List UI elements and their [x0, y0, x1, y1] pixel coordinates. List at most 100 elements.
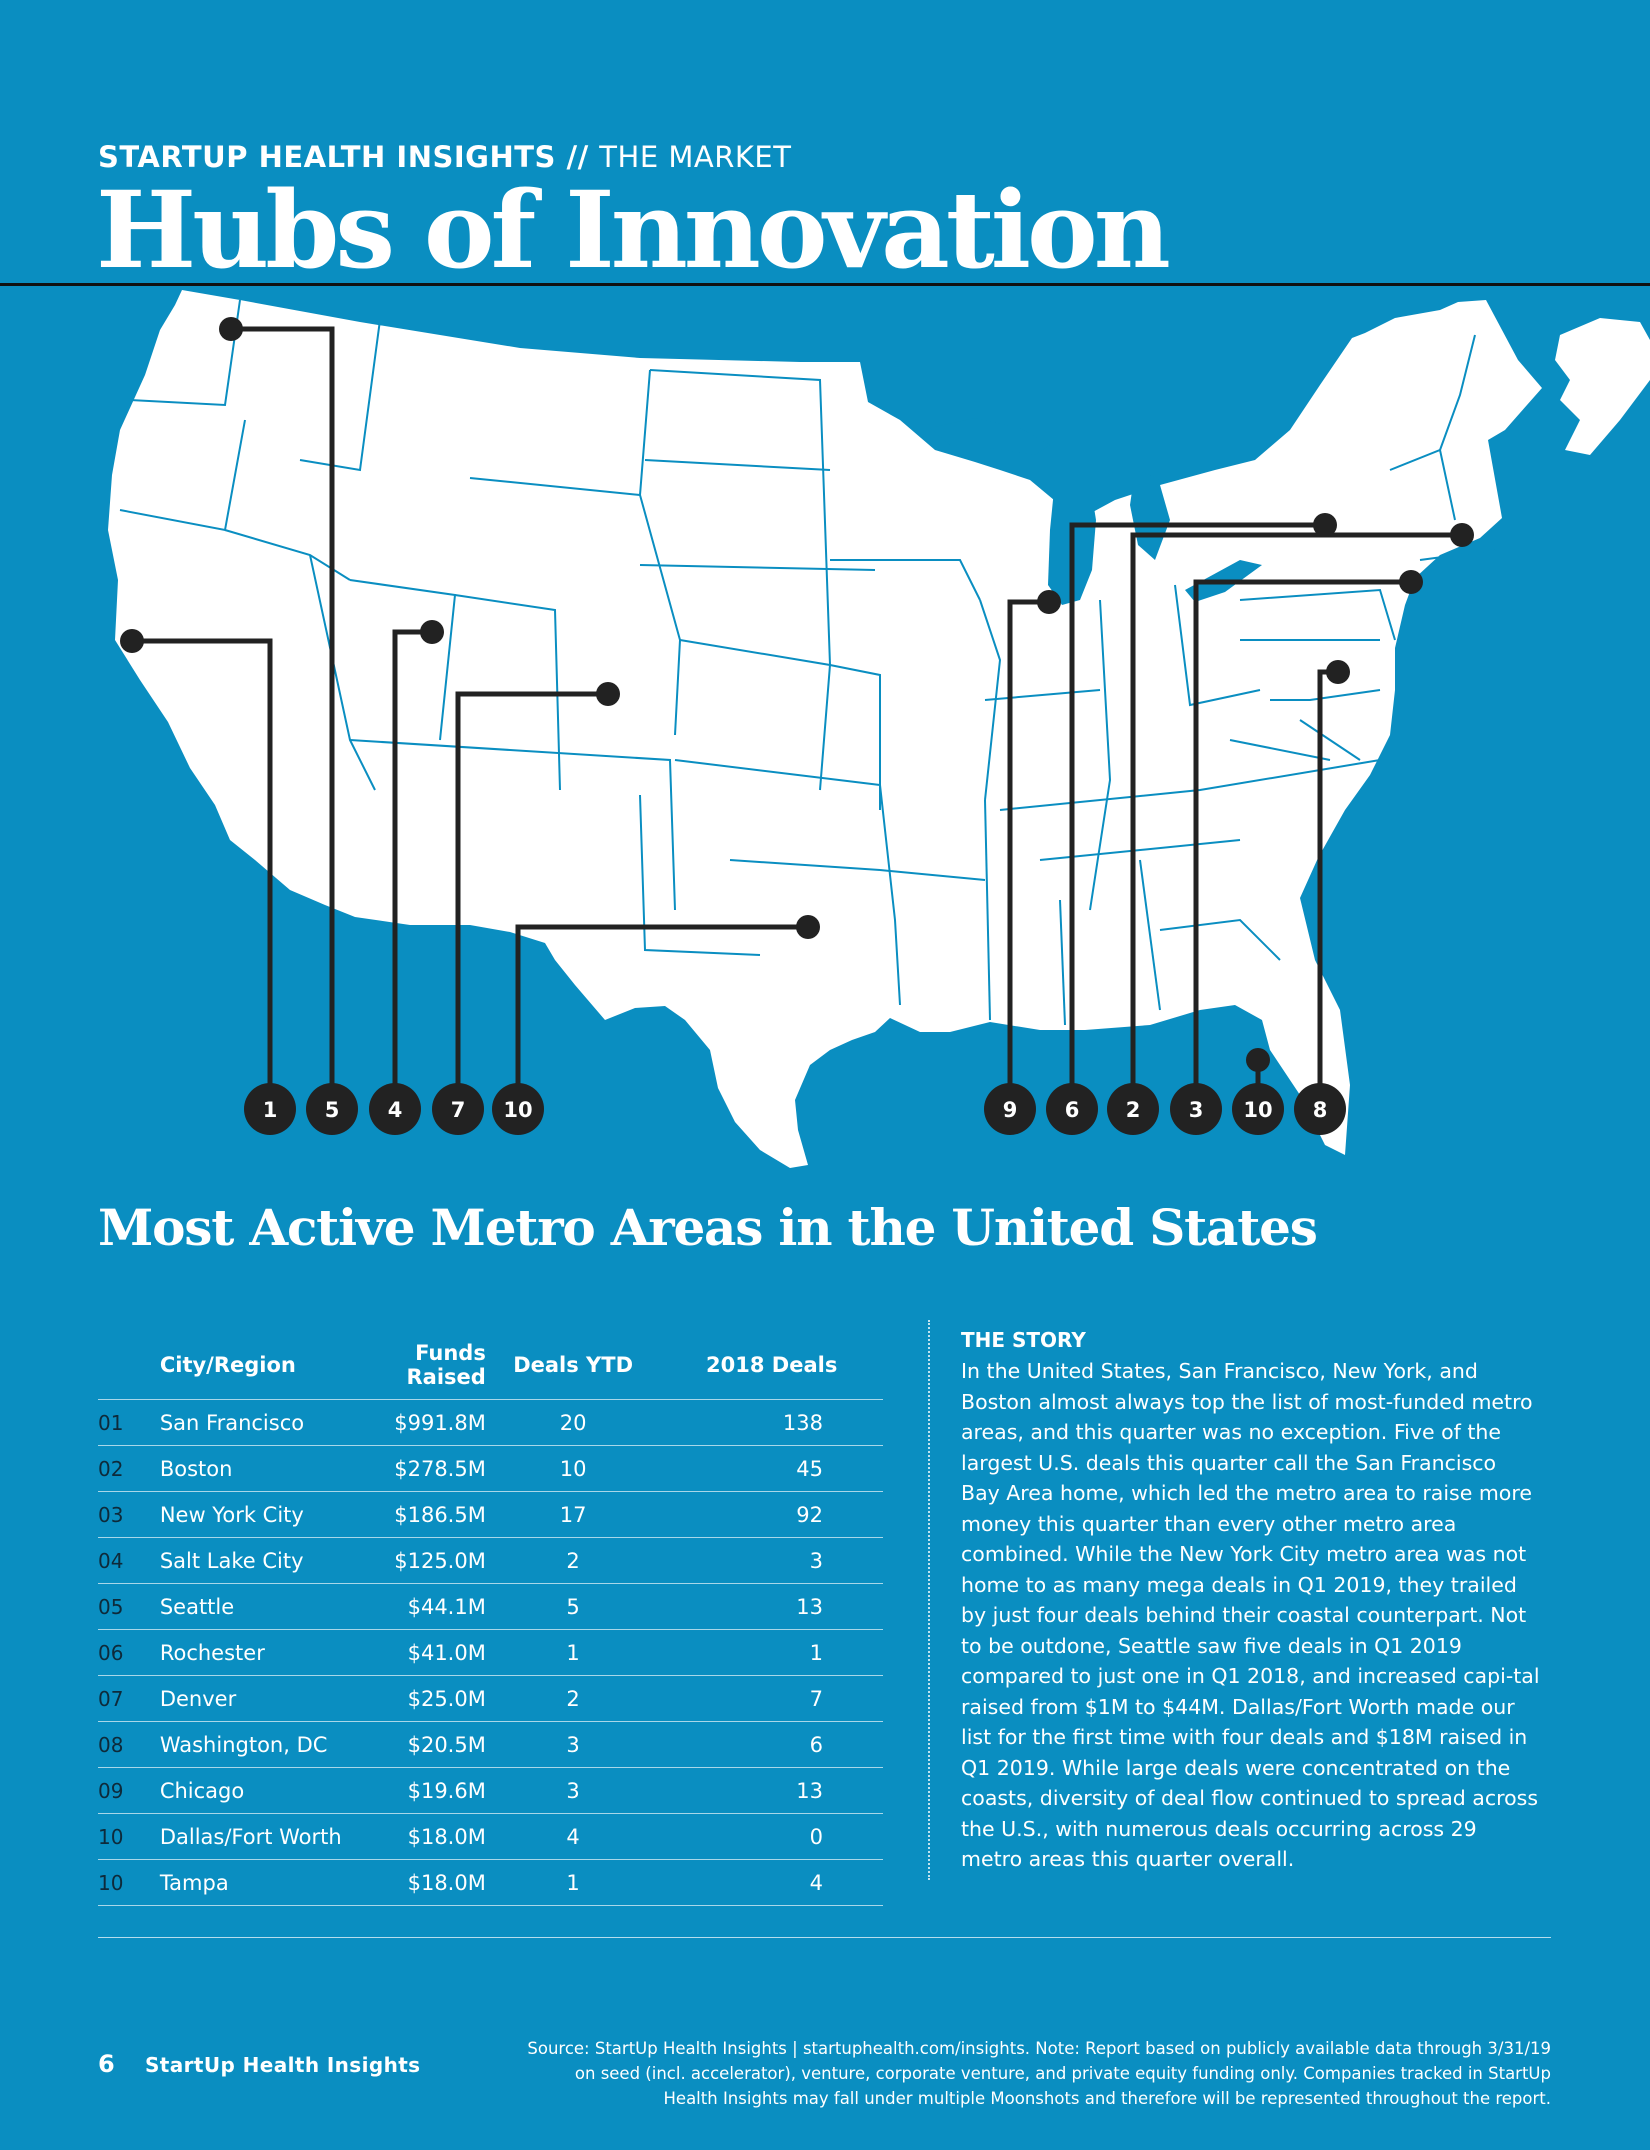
- city-cell: Chicago: [159, 1767, 370, 1814]
- deals-ytd-cell: 3: [485, 1721, 661, 1768]
- table-row: 02 Boston $278.5M 10 45: [98, 1445, 883, 1492]
- rank-cell: 06: [98, 1629, 160, 1676]
- funds-cell: $19.6M: [369, 1767, 486, 1814]
- marker-label: 9: [1003, 1098, 1018, 1122]
- dot-denver: [596, 682, 620, 706]
- rank-cell: 10: [98, 1859, 160, 1906]
- city-cell: Tampa: [159, 1859, 370, 1906]
- marker-5: 5: [306, 1083, 358, 1135]
- marker-label: 7: [451, 1098, 466, 1122]
- story-heading: THE STORY: [961, 1328, 1086, 1352]
- marker-label: 1: [263, 1098, 278, 1122]
- deals-2018-cell: 138: [660, 1399, 883, 1446]
- rank-cell: 07: [98, 1675, 160, 1722]
- funds-cell: $18.0M: [369, 1813, 486, 1860]
- deals-ytd-cell: 5: [485, 1583, 661, 1630]
- header-funds: Funds Raised: [369, 1335, 486, 1400]
- city-cell: Seattle: [159, 1583, 370, 1630]
- marker-6: 6: [1046, 1083, 1098, 1135]
- header-rank: [98, 1335, 160, 1400]
- deals-ytd-cell: 2: [485, 1675, 661, 1722]
- deals-ytd-cell: 20: [485, 1399, 661, 1446]
- deals-ytd-cell: 1: [485, 1859, 661, 1906]
- marker-label: 3: [1189, 1098, 1204, 1122]
- marker-10-dallas: 10: [492, 1083, 544, 1135]
- title-rule: [0, 283, 1650, 286]
- deals-2018-cell: 7: [660, 1675, 883, 1722]
- marker-8: 8: [1294, 1083, 1346, 1135]
- kicker-brand: STARTUP HEALTH INSIGHTS: [98, 140, 556, 174]
- marker-4: 4: [369, 1083, 421, 1135]
- dot-san-francisco: [120, 629, 144, 653]
- header-deals-ytd: Deals YTD: [485, 1335, 661, 1400]
- rank-cell: 05: [98, 1583, 160, 1630]
- marker-1: 1: [244, 1083, 296, 1135]
- marker-label: 4: [388, 1098, 403, 1122]
- table-row: 07 Denver $25.0M 2 7: [98, 1675, 883, 1722]
- deals-ytd-cell: 1: [485, 1629, 661, 1676]
- table-row: 10 Dallas/Fort Worth $18.0M 4 0: [98, 1813, 883, 1860]
- dot-salt-lake-city: [420, 620, 444, 644]
- city-cell: San Francisco: [159, 1399, 370, 1446]
- city-cell: Boston: [159, 1445, 370, 1492]
- deals-2018-cell: 6: [660, 1721, 883, 1768]
- table-row: 08 Washington, DC $20.5M 3 6: [98, 1721, 883, 1768]
- rank-cell: 10: [98, 1813, 160, 1860]
- kicker-section: THE MARKET: [599, 140, 792, 174]
- story-body: In the United States, San Francisco, New…: [961, 1359, 1540, 1871]
- marker-label: 8: [1313, 1098, 1328, 1122]
- rank-cell: 08: [98, 1721, 160, 1768]
- funds-cell: $125.0M: [369, 1537, 486, 1584]
- marker-label: 10: [1243, 1098, 1272, 1122]
- city-cell: Washington, DC: [159, 1721, 370, 1768]
- table-header-row: City/Region Funds Raised Deals YTD 2018 …: [98, 1335, 883, 1400]
- table-row: 06 Rochester $41.0M 1 1: [98, 1629, 883, 1676]
- deals-ytd-cell: 17: [485, 1491, 661, 1538]
- marker-7: 7: [432, 1083, 484, 1135]
- dot-tampa: [1246, 1048, 1270, 1072]
- funds-cell: $25.0M: [369, 1675, 486, 1722]
- table-row: 03 New York City $186.5M 17 92: [98, 1491, 883, 1538]
- dot-chicago: [1037, 590, 1061, 614]
- header-city: City/Region: [159, 1335, 370, 1400]
- deals-2018-cell: 1: [660, 1629, 883, 1676]
- marker-9: 9: [984, 1083, 1036, 1135]
- page-number: 6: [98, 2050, 115, 2078]
- map-markers: 1 5 4 7 10 9 6 2 3 10 8: [244, 1083, 1346, 1135]
- dot-seattle: [219, 317, 243, 341]
- funds-cell: $186.5M: [369, 1491, 486, 1538]
- dot-washington-dc: [1326, 660, 1350, 684]
- table-row: 01 San Francisco $991.8M 20 138: [98, 1399, 883, 1446]
- deals-ytd-cell: 4: [485, 1813, 661, 1860]
- city-cell: Salt Lake City: [159, 1537, 370, 1584]
- deals-ytd-cell: 10: [485, 1445, 661, 1492]
- funds-cell: $41.0M: [369, 1629, 486, 1676]
- story-panel: THE STORY In the United States, San Fran…: [961, 1328, 1541, 1875]
- rank-cell: 03: [98, 1491, 160, 1538]
- rank-cell: 02: [98, 1445, 160, 1492]
- deals-2018-cell: 13: [660, 1767, 883, 1814]
- marker-2: 2: [1107, 1083, 1159, 1135]
- marker-label: 6: [1065, 1098, 1080, 1122]
- table-row: 10 Tampa $18.0M 1 4: [98, 1859, 883, 1906]
- location-dots: [120, 317, 1474, 1072]
- deals-2018-cell: 13: [660, 1583, 883, 1630]
- marker-label: 5: [325, 1098, 340, 1122]
- metro-table: City/Region Funds Raised Deals YTD 2018 …: [98, 1335, 883, 1906]
- leader-lines: [132, 326, 1462, 1108]
- funds-cell: $278.5M: [369, 1445, 486, 1492]
- us-map: 1 5 4 7 10 9 6 2 3 10 8: [108, 290, 1650, 1168]
- deals-2018-cell: 45: [660, 1445, 883, 1492]
- deals-ytd-cell: 3: [485, 1767, 661, 1814]
- city-cell: Rochester: [159, 1629, 370, 1676]
- dot-new-york: [1399, 570, 1423, 594]
- marker-label: 10: [503, 1098, 532, 1122]
- dot-rochester: [1313, 513, 1337, 537]
- funds-cell: $18.0M: [369, 1859, 486, 1906]
- deals-ytd-cell: 2: [485, 1537, 661, 1584]
- marker-10-tampa: 10: [1232, 1083, 1284, 1135]
- city-cell: New York City: [159, 1491, 370, 1538]
- rank-cell: 04: [98, 1537, 160, 1584]
- kicker: STARTUP HEALTH INSIGHTS // THE MARKET: [98, 140, 791, 174]
- column-divider: [928, 1320, 930, 1880]
